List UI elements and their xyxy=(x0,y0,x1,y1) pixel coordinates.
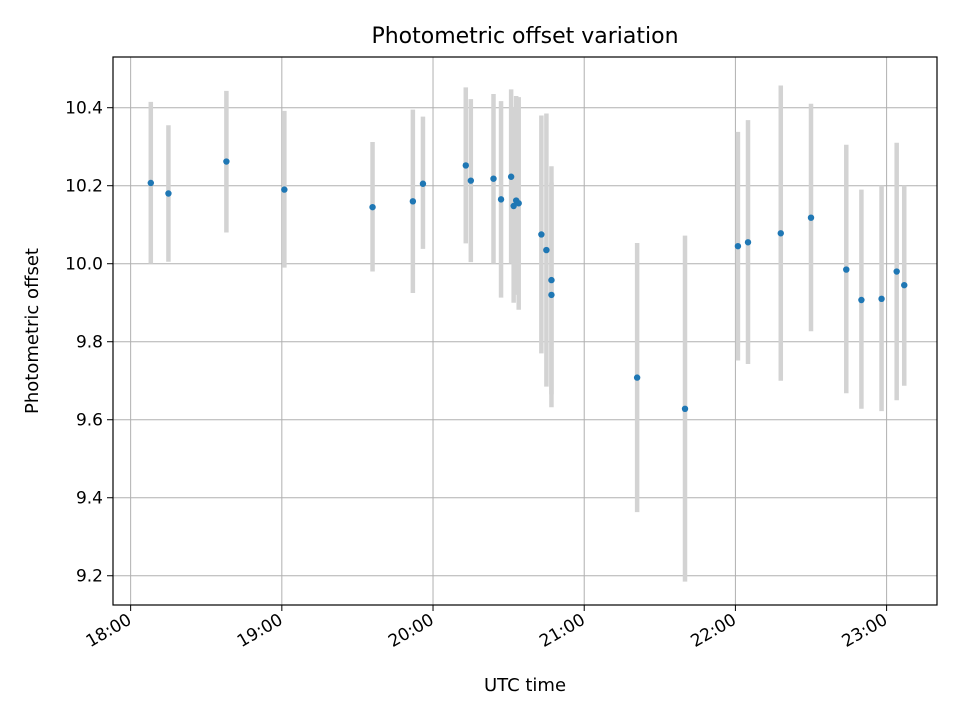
data-points xyxy=(147,158,908,413)
data-point xyxy=(901,281,908,289)
grid-lines xyxy=(113,57,937,605)
data-point xyxy=(548,291,555,299)
y-axis: 9.2 9.4 9.6 9.8 10.0 10.2 10.4 xyxy=(65,99,113,587)
data-point xyxy=(515,200,522,207)
data-point xyxy=(538,231,545,238)
data-point xyxy=(548,276,555,284)
data-point xyxy=(744,239,752,246)
data-point xyxy=(681,405,689,413)
data-point xyxy=(777,230,784,237)
x-axis-label: UTC time xyxy=(484,675,566,696)
data-point xyxy=(858,296,865,304)
y-tick-label: 10.4 xyxy=(65,99,103,119)
y-tick-label: 10.2 xyxy=(65,177,103,197)
data-point xyxy=(497,196,505,203)
data-point xyxy=(462,162,469,169)
data-point xyxy=(467,177,475,184)
y-axis-label: Photometric offset xyxy=(22,248,43,414)
data-point xyxy=(281,186,288,193)
chart-title: Photometric offset variation xyxy=(371,24,678,49)
data-point xyxy=(543,246,550,254)
plot-area-frame xyxy=(112,56,938,606)
data-point xyxy=(490,175,497,182)
data-point xyxy=(893,268,900,275)
y-tick-label: 10.0 xyxy=(65,255,103,275)
data-point xyxy=(369,203,376,211)
data-point xyxy=(147,179,154,187)
y-tick-label: 9.8 xyxy=(76,333,103,353)
data-point xyxy=(807,214,815,221)
data-point xyxy=(734,242,742,250)
y-tick-label: 9.4 xyxy=(76,489,103,509)
y-tick-label: 9.6 xyxy=(76,411,103,431)
data-point xyxy=(223,158,230,165)
y-tick-label: 9.2 xyxy=(76,567,103,587)
data-point xyxy=(633,374,641,381)
data-point xyxy=(843,266,850,273)
data-point xyxy=(878,295,885,303)
data-point xyxy=(510,202,517,210)
data-point xyxy=(165,190,172,197)
data-point xyxy=(419,180,427,187)
data-point xyxy=(507,173,515,180)
data-point xyxy=(409,198,417,205)
